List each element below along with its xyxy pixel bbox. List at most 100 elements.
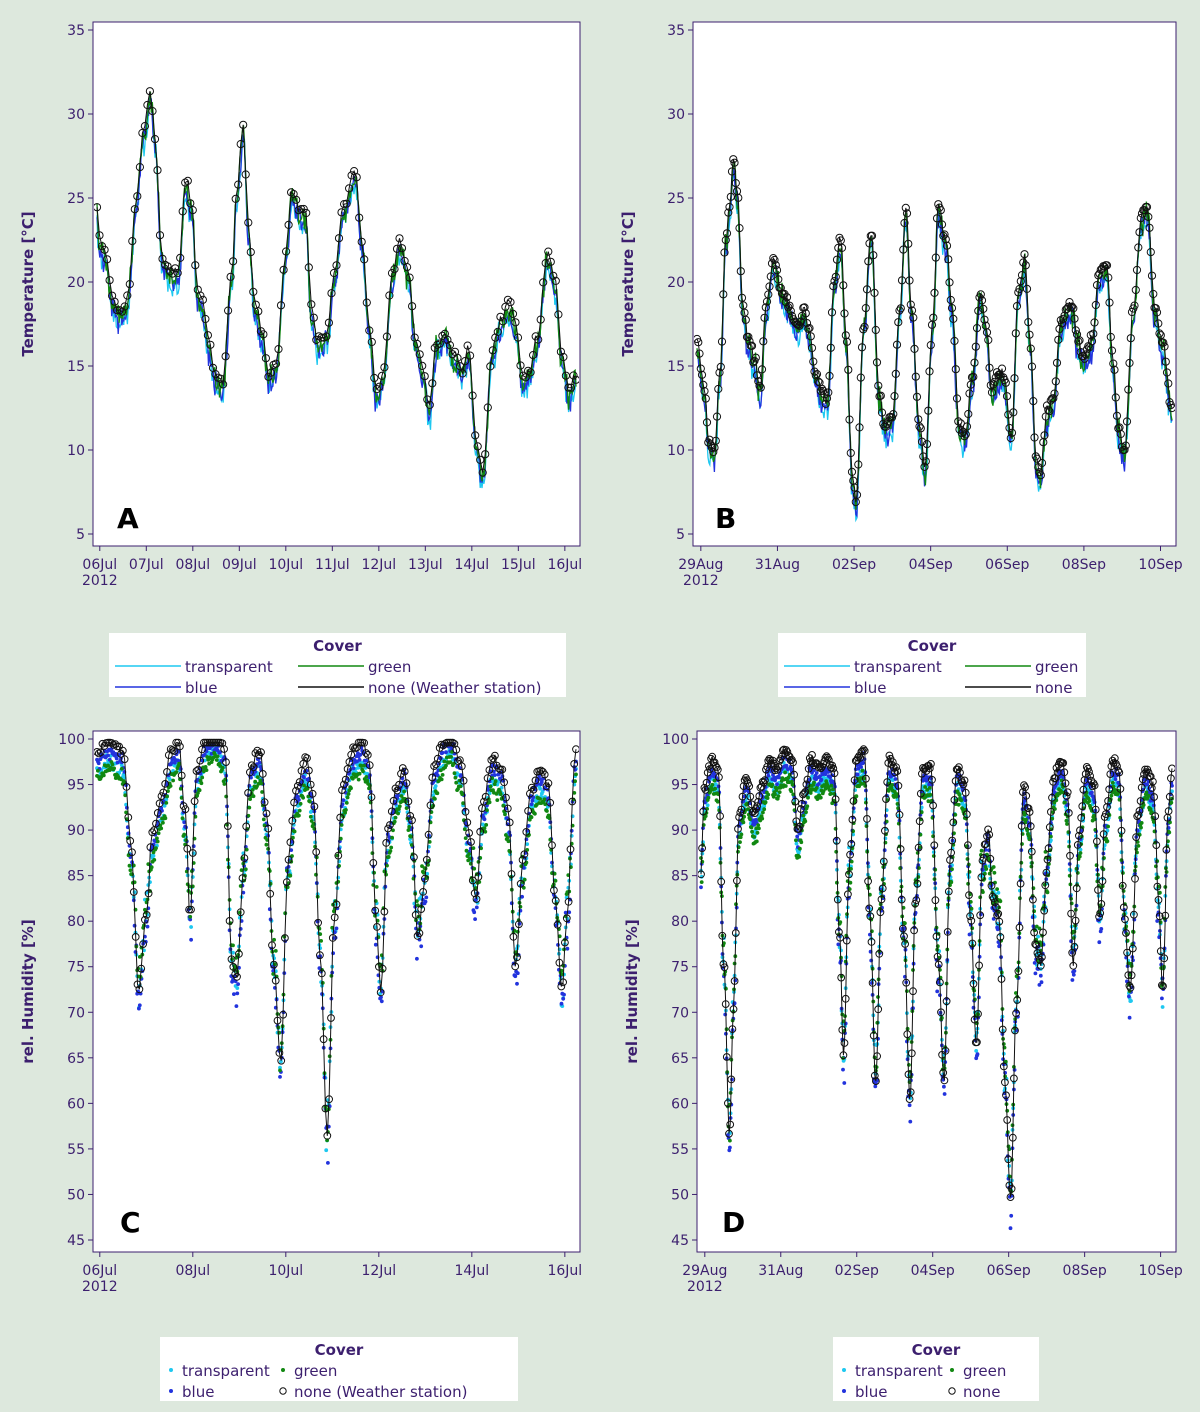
- y-axis-label: rel. Humidity [%]: [623, 919, 641, 1063]
- y-tick-label: 5: [76, 527, 85, 543]
- series-green-point: [472, 846, 476, 850]
- series-green-point: [205, 768, 209, 772]
- series-green-point: [1165, 870, 1169, 874]
- series-green-point: [489, 785, 493, 789]
- series-transparent-point: [867, 865, 871, 869]
- series-green-point: [321, 981, 325, 985]
- series-blue-point: [516, 971, 520, 975]
- series-blue-point: [1069, 939, 1073, 943]
- series-green-point: [387, 855, 391, 859]
- series-green-point: [844, 960, 848, 964]
- series-green-point: [812, 781, 816, 785]
- series-blue-point: [138, 1003, 142, 1007]
- series-green-point: [215, 758, 219, 762]
- series-green-point: [161, 821, 165, 825]
- series-green-point: [766, 793, 770, 797]
- series-green-point: [1046, 891, 1050, 895]
- series-green-point: [794, 838, 798, 842]
- x-tick-label: 04Sep: [911, 1263, 955, 1279]
- series-blue-point: [341, 798, 345, 802]
- series-transparent-point: [1094, 834, 1098, 838]
- series-green-point: [128, 864, 132, 868]
- series-blue-point: [278, 1075, 282, 1079]
- series-green-point: [803, 819, 807, 823]
- series-green-point: [770, 783, 774, 787]
- series-green-point: [297, 814, 301, 818]
- series-green-point: [538, 797, 542, 801]
- series-green-point: [200, 776, 204, 780]
- series-green-point: [308, 800, 312, 804]
- series-blue-point: [815, 771, 819, 775]
- series-green-point: [389, 846, 393, 850]
- x-tick-year-label: 2012: [683, 573, 719, 589]
- series-green-point: [1002, 1042, 1006, 1046]
- x-tick-label: 29Aug: [682, 1263, 727, 1279]
- series-blue-point: [856, 773, 860, 777]
- y-tick-label: 90: [67, 823, 85, 839]
- x-tick-label: 08Sep: [1063, 1263, 1107, 1279]
- series-blue-point: [472, 910, 476, 914]
- series-green-point: [700, 860, 704, 864]
- series-green-point: [102, 774, 106, 778]
- series-transparent-point: [434, 784, 438, 788]
- y-axis-label: rel. Humidity [%]: [19, 919, 37, 1063]
- series-transparent-point: [997, 891, 1001, 895]
- series-blue-point: [475, 906, 479, 910]
- x-tick-label: 16Jul: [547, 557, 582, 573]
- series-green-point: [554, 879, 558, 883]
- series-green-point: [384, 873, 388, 877]
- x-tick-label: 16Jul: [547, 1263, 582, 1279]
- series-green-point: [831, 788, 835, 792]
- series-green-point: [907, 1063, 911, 1067]
- series-green-point: [1106, 825, 1110, 829]
- series-green-point: [244, 867, 248, 871]
- series-transparent-point: [1042, 895, 1046, 899]
- series-green-point: [750, 826, 754, 830]
- series-green-point: [1032, 886, 1036, 890]
- series-green-point: [829, 792, 833, 796]
- series-blue-point: [97, 761, 101, 765]
- x-tick-label: 08Jul: [175, 557, 210, 573]
- y-axis-label: Temperature [°C]: [619, 211, 637, 356]
- series-transparent-point: [235, 986, 239, 990]
- series-green-point: [799, 840, 803, 844]
- series-green-point: [864, 801, 868, 805]
- series-blue-point: [239, 927, 243, 931]
- x-tick-label: 12Jul: [361, 557, 396, 573]
- series-green-point: [1147, 794, 1151, 798]
- series-green-point: [899, 889, 903, 893]
- y-tick-label: 90: [671, 823, 689, 839]
- legend-blue-label: blue: [182, 1383, 214, 1401]
- series-blue-point: [1127, 995, 1131, 999]
- series-blue-point: [444, 750, 448, 754]
- series-blue-point: [908, 1103, 912, 1107]
- legend-transparent-label: transparent: [185, 658, 273, 676]
- x-tick-label: 06Jul: [82, 1263, 117, 1279]
- series-green-point: [259, 782, 263, 786]
- series-green-point: [530, 815, 534, 819]
- series-blue-point: [1072, 973, 1076, 977]
- y-tick-label: 45: [67, 1233, 85, 1249]
- series-green-point: [256, 775, 260, 779]
- series-green-point: [801, 814, 805, 818]
- series-green-point: [175, 770, 179, 774]
- series-blue-point: [817, 782, 821, 786]
- series-green-point: [1073, 930, 1077, 934]
- x-tick-year-label: 2012: [82, 573, 118, 589]
- x-tick-label: 06Jul: [82, 557, 117, 573]
- series-green-point: [984, 867, 988, 871]
- series-blue-point: [699, 885, 703, 889]
- series-green-point: [120, 767, 124, 771]
- series-transparent-point: [1121, 866, 1125, 870]
- legend-blue-label: blue: [185, 679, 217, 697]
- series-blue-point: [424, 900, 428, 904]
- series-green-point: [757, 827, 761, 831]
- series-blue-point: [518, 922, 522, 926]
- series-blue-point: [190, 900, 194, 904]
- series-blue-point: [426, 850, 430, 854]
- y-tick-label: 70: [671, 1005, 689, 1021]
- series-green-point: [1140, 821, 1144, 825]
- y-tick-label: 60: [67, 1096, 85, 1112]
